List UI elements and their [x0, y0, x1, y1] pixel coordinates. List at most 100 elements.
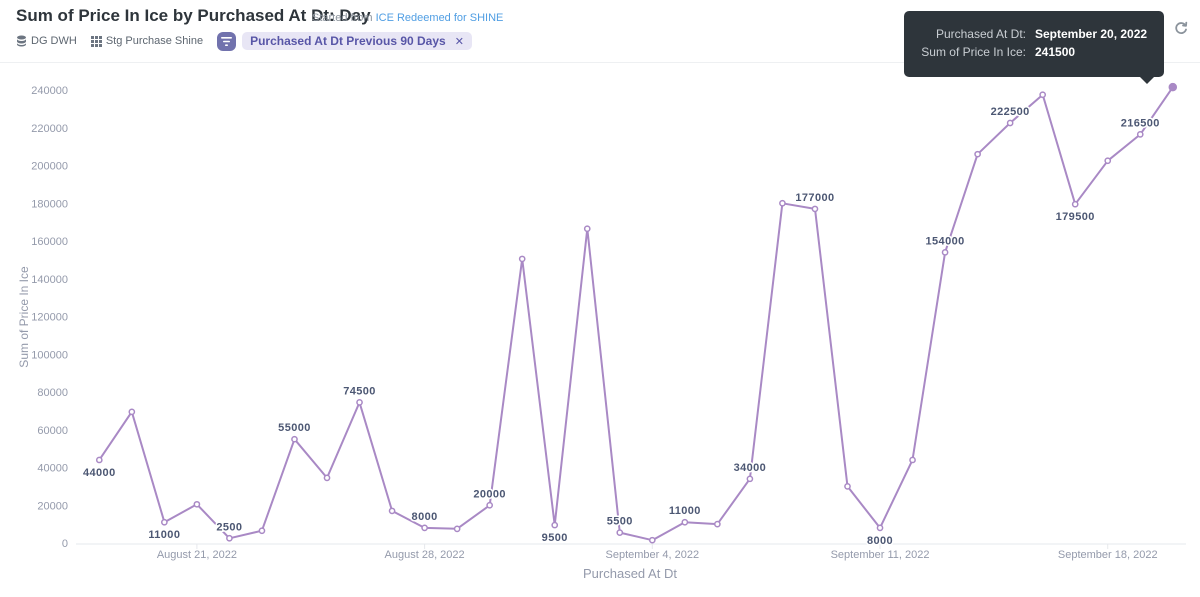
- data-label: 222500: [991, 106, 1030, 118]
- data-point: [551, 521, 559, 529]
- data-label: 8000: [412, 511, 438, 523]
- y-tick-label: 100000: [31, 349, 68, 361]
- data-label: 11000: [669, 505, 701, 517]
- data-point: [161, 518, 168, 526]
- data-point: [681, 518, 689, 526]
- data-point: [811, 205, 819, 213]
- data-point: [1104, 157, 1112, 165]
- y-tick-label: 0: [62, 538, 68, 550]
- data-label: 2500: [216, 521, 242, 533]
- data-point: [258, 527, 266, 535]
- data-point: [974, 150, 981, 158]
- y-tick-label: 140000: [31, 274, 68, 286]
- database-icon: [17, 35, 26, 47]
- data-point: [1006, 119, 1014, 127]
- data-point: [616, 529, 624, 536]
- refresh-icon[interactable]: [1174, 21, 1188, 35]
- filter-label: Purchased At Dt Previous 90 Days: [250, 34, 446, 48]
- y-tick-label: 220000: [31, 123, 68, 135]
- header-divider: [0, 62, 1200, 63]
- data-label: 11000: [148, 529, 180, 541]
- data-label: 5500: [607, 516, 633, 528]
- data-label: 74500: [343, 385, 376, 397]
- tooltip-row-value: Sum of Price In Ice: 241500: [904, 45, 1164, 63]
- data-point: [518, 255, 526, 263]
- close-icon[interactable]: ✕: [454, 35, 464, 48]
- x-axis-label: Purchased At Dt: [583, 566, 677, 581]
- y-tick-label: 80000: [37, 387, 68, 399]
- data-label: 34000: [734, 462, 767, 474]
- data-point: [421, 524, 428, 532]
- data-label: 216500: [1121, 117, 1160, 129]
- data-point: [323, 474, 331, 482]
- y-tick-label: 240000: [31, 85, 68, 97]
- tooltip-row-date: Purchased At Dt: September 20, 2022: [904, 27, 1164, 45]
- x-tick-label: September 11, 2022: [831, 549, 930, 561]
- y-axis-label: Sum of Price In Ice: [17, 266, 31, 368]
- data-label: 55000: [278, 422, 311, 434]
- breadcrumb: DG DWH Stg Purchase Shine Purchased At D…: [16, 31, 472, 51]
- y-tick-label: 200000: [31, 161, 68, 173]
- data-point: [388, 507, 396, 515]
- data-label: 154000: [926, 235, 965, 247]
- y-tick-label: 120000: [31, 312, 68, 324]
- data-label: 20000: [473, 488, 506, 500]
- data-point: [1168, 82, 1178, 92]
- data-point: [1071, 200, 1079, 208]
- database-name: DG DWH: [31, 35, 77, 47]
- tooltip-value-date: September 20, 2022: [1035, 27, 1148, 41]
- source-question-link[interactable]: ICE Redeemed for SHINE: [375, 12, 504, 24]
- y-tick-label: 40000: [37, 463, 68, 475]
- data-point: [1136, 131, 1144, 138]
- x-tick-label: August 28, 2022: [385, 549, 465, 561]
- data-point: [876, 524, 884, 532]
- data-point: [779, 199, 786, 207]
- series-line: [98, 86, 1174, 542]
- started-from: Started from ICE Redeemed for SHINE: [312, 12, 503, 24]
- data-point: [453, 525, 461, 533]
- data-point: [1039, 91, 1047, 99]
- data-point: [941, 248, 949, 256]
- database-crumb[interactable]: DG DWH: [16, 35, 77, 47]
- x-tick-label: September 18, 2022: [1058, 549, 1158, 561]
- table-crumb[interactable]: Stg Purchase Shine: [90, 35, 204, 47]
- data-label: 179500: [1056, 211, 1095, 223]
- data-point: [909, 456, 916, 464]
- chart-tooltip: Purchased At Dt: September 20, 2022 Sum …: [904, 11, 1164, 84]
- data-point: [714, 520, 721, 528]
- data-point: [486, 501, 494, 509]
- x-tick-label: August 21, 2022: [157, 549, 237, 561]
- data-point: [844, 483, 851, 490]
- chart-title[interactable]: Sum of Price In Ice by Purchased At Dt: …: [16, 6, 371, 25]
- data-label: 9500: [542, 532, 568, 544]
- chart-header: Sum of Price In Ice by Purchased At Dt: …: [0, 0, 1200, 62]
- data-point: [193, 500, 201, 508]
- data-point: [95, 456, 103, 464]
- y-tick-label: 180000: [31, 198, 68, 210]
- data-label: 44000: [83, 467, 116, 479]
- filter-pill[interactable]: Purchased At Dt Previous 90 Days ✕: [242, 32, 472, 50]
- tooltip-value-value: 241500: [1035, 45, 1076, 59]
- data-point: [356, 399, 363, 406]
- data-label: 8000: [867, 535, 893, 547]
- filter-icon: [221, 36, 233, 46]
- grid-icon: [90, 35, 102, 47]
- data-point: [226, 534, 233, 542]
- data-label: 177000: [795, 192, 834, 204]
- data-point: [128, 408, 136, 416]
- started-prefix: Started from: [312, 12, 373, 24]
- data-point: [746, 475, 754, 483]
- data-point: [583, 225, 591, 233]
- y-tick-label: 160000: [31, 236, 68, 248]
- tooltip-key-date: Purchased At Dt:: [935, 27, 1026, 41]
- tooltip-arrow: [1140, 77, 1154, 84]
- y-tick-label: 20000: [37, 500, 68, 512]
- data-point: [291, 435, 298, 443]
- tooltip-key-value: Sum of Price In Ice:: [921, 45, 1026, 59]
- y-tick-label: 60000: [37, 425, 68, 437]
- filter-button[interactable]: [217, 31, 237, 51]
- x-tick-label: September 4, 2022: [606, 549, 700, 561]
- data-point: [648, 536, 656, 544]
- table-name: Stg Purchase Shine: [105, 35, 204, 47]
